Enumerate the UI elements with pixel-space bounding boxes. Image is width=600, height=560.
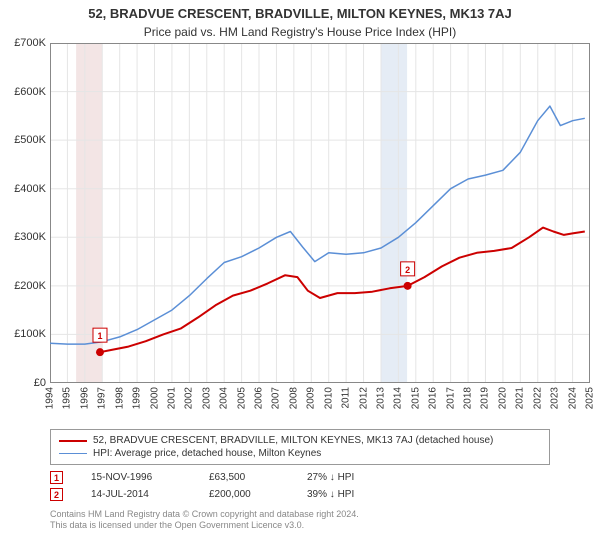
sale-marker-2: 2 <box>50 488 63 501</box>
x-tick-label: 2021 <box>515 387 526 409</box>
x-tick-label: 2015 <box>410 387 421 409</box>
x-tick-label: 2019 <box>480 387 491 409</box>
x-tick-label: 1994 <box>45 387 56 409</box>
x-tick-label: 2006 <box>254 387 265 409</box>
x-tick-label: 1997 <box>97 387 108 409</box>
x-tick-label: 2009 <box>306 387 317 409</box>
y-tick-label: £200K <box>14 280 46 292</box>
sale-row-2: 2 14-JUL-2014 £200,000 39% ↓ HPI <box>50 486 550 503</box>
x-tick-label: 2004 <box>219 387 230 409</box>
legend-label-price: 52, BRADVUE CRESCENT, BRADVILLE, MILTON … <box>93 435 493 446</box>
sale-date-1: 15-NOV-1996 <box>91 472 181 483</box>
x-tick-label: 2007 <box>271 387 282 409</box>
chart-area: £0£100K£200K£300K£400K£500K£600K£700K 12… <box>50 43 590 423</box>
x-tick-label: 2016 <box>428 387 439 409</box>
footer: Contains HM Land Registry data © Crown c… <box>50 509 550 532</box>
x-tick-label: 2008 <box>288 387 299 409</box>
footer-line-2: This data is licensed under the Open Gov… <box>50 520 550 531</box>
legend-swatch-hpi <box>59 453 87 454</box>
legend-label-hpi: HPI: Average price, detached house, Milt… <box>93 448 321 459</box>
y-tick-label: £100K <box>14 328 46 340</box>
plot-svg: 12 <box>50 43 590 383</box>
chart-container: { "title": "52, BRADVUE CRESCENT, BRADVI… <box>0 0 600 560</box>
sale-row-1: 1 15-NOV-1996 £63,500 27% ↓ HPI <box>50 469 550 486</box>
sales-table: 1 15-NOV-1996 £63,500 27% ↓ HPI 2 14-JUL… <box>50 469 550 503</box>
svg-text:2: 2 <box>405 265 410 275</box>
x-tick-label: 1995 <box>62 387 73 409</box>
x-tick-label: 1996 <box>79 387 90 409</box>
x-tick-label: 2014 <box>393 387 404 409</box>
legend-row-hpi: HPI: Average price, detached house, Milt… <box>59 447 541 460</box>
x-tick-label: 2017 <box>445 387 456 409</box>
sale-date-2: 14-JUL-2014 <box>91 489 181 500</box>
y-tick-label: £400K <box>14 183 46 195</box>
x-tick-label: 2011 <box>341 387 352 409</box>
x-tick-label: 2005 <box>236 387 247 409</box>
x-tick-label: 2013 <box>375 387 386 409</box>
x-tick-label: 2012 <box>358 387 369 409</box>
legend-swatch-price <box>59 440 87 442</box>
x-tick-label: 2020 <box>497 387 508 409</box>
sale-delta-1: 27% ↓ HPI <box>307 472 354 483</box>
y-tick-label: £500K <box>14 134 46 146</box>
y-axis-labels: £0£100K£200K£300K£400K£500K£600K£700K <box>2 43 46 383</box>
x-tick-label: 2024 <box>567 387 578 409</box>
sale-marker-1: 1 <box>50 471 63 484</box>
chart-subtitle: Price paid vs. HM Land Registry's House … <box>0 21 600 43</box>
x-axis-labels: 1994199519961997199819992000200120022003… <box>50 385 590 425</box>
footer-line-1: Contains HM Land Registry data © Crown c… <box>50 509 550 520</box>
x-tick-label: 2022 <box>532 387 543 409</box>
x-tick-label: 2001 <box>166 387 177 409</box>
x-tick-label: 2003 <box>201 387 212 409</box>
y-tick-label: £600K <box>14 86 46 98</box>
x-tick-label: 1998 <box>114 387 125 409</box>
x-tick-label: 2023 <box>550 387 561 409</box>
sale-price-1: £63,500 <box>209 472 279 483</box>
y-tick-label: £300K <box>14 231 46 243</box>
x-tick-label: 2002 <box>184 387 195 409</box>
sale-price-2: £200,000 <box>209 489 279 500</box>
x-tick-label: 2018 <box>463 387 474 409</box>
legend-row-price: 52, BRADVUE CRESCENT, BRADVILLE, MILTON … <box>59 434 541 447</box>
x-tick-label: 1999 <box>132 387 143 409</box>
legend-box: 52, BRADVUE CRESCENT, BRADVILLE, MILTON … <box>50 429 550 465</box>
chart-title: 52, BRADVUE CRESCENT, BRADVILLE, MILTON … <box>0 0 600 21</box>
svg-text:1: 1 <box>97 331 102 341</box>
x-tick-label: 2010 <box>323 387 334 409</box>
sale-delta-2: 39% ↓ HPI <box>307 489 354 500</box>
x-tick-label: 2000 <box>149 387 160 409</box>
x-tick-label: 2025 <box>585 387 596 409</box>
y-tick-label: £700K <box>14 37 46 49</box>
